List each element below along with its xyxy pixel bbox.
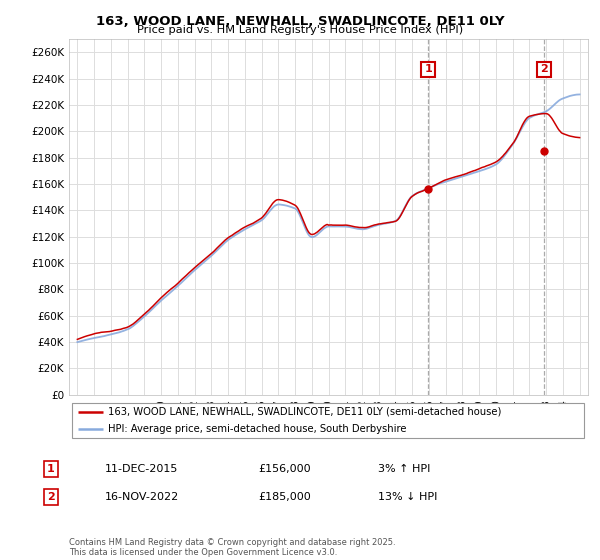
Text: 16-NOV-2022: 16-NOV-2022 [105, 492, 179, 502]
Text: 1: 1 [47, 464, 55, 474]
Text: HPI: Average price, semi-detached house, South Derbyshire: HPI: Average price, semi-detached house,… [108, 424, 406, 435]
Text: £185,000: £185,000 [258, 492, 311, 502]
Text: Price paid vs. HM Land Registry's House Price Index (HPI): Price paid vs. HM Land Registry's House … [137, 25, 463, 35]
Text: 3% ↑ HPI: 3% ↑ HPI [378, 464, 430, 474]
FancyBboxPatch shape [71, 403, 584, 438]
Text: 163, WOOD LANE, NEWHALL, SWADLINCOTE, DE11 0LY: 163, WOOD LANE, NEWHALL, SWADLINCOTE, DE… [95, 15, 505, 27]
Text: 2: 2 [540, 64, 548, 74]
Text: 11-DEC-2015: 11-DEC-2015 [105, 464, 178, 474]
Text: Contains HM Land Registry data © Crown copyright and database right 2025.
This d: Contains HM Land Registry data © Crown c… [69, 538, 395, 557]
Text: 1: 1 [424, 64, 432, 74]
Text: 13% ↓ HPI: 13% ↓ HPI [378, 492, 437, 502]
Text: 163, WOOD LANE, NEWHALL, SWADLINCOTE, DE11 0LY (semi-detached house): 163, WOOD LANE, NEWHALL, SWADLINCOTE, DE… [108, 407, 502, 417]
Text: 2: 2 [47, 492, 55, 502]
Text: £156,000: £156,000 [258, 464, 311, 474]
